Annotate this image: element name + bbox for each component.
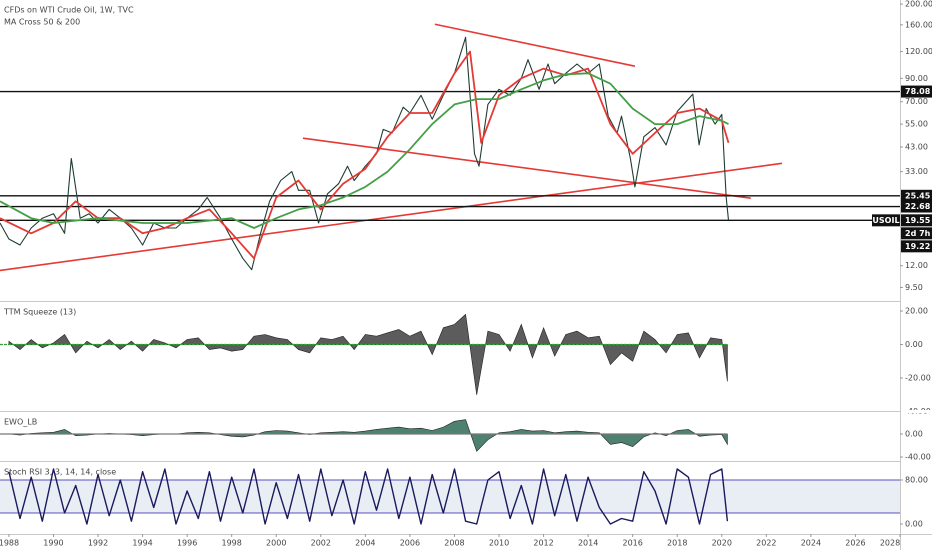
x-tick-label: 1996 xyxy=(177,539,197,548)
price-axis: 80.00 0.00 xyxy=(900,475,928,528)
price-line xyxy=(0,36,730,271)
price-label-box xyxy=(901,214,932,227)
price-label: 25.45 xyxy=(905,191,931,200)
price-label-box xyxy=(901,85,932,98)
x-tick-label: 2016 xyxy=(622,539,642,548)
y-tick-label: 0.00 xyxy=(905,429,923,438)
x-tick-label: 1990 xyxy=(43,539,63,548)
y-tick-label: 70.00 xyxy=(905,97,928,106)
y-tick-label: -20.00 xyxy=(905,374,931,383)
panel xyxy=(0,313,728,395)
y-tick-label: 43.00 xyxy=(905,143,928,152)
price-label: 78.08 xyxy=(905,87,931,96)
y-tick-label: 55.00 xyxy=(905,120,928,129)
y-tick-label: 120.00 xyxy=(905,47,932,56)
y-tick-label: 200.00 xyxy=(905,0,932,9)
price-label: 22.68 xyxy=(905,202,931,211)
x-tick-label: 2028 xyxy=(880,539,900,548)
symbol-label: USOIL xyxy=(872,216,899,225)
indicator-title: TTM Squeeze (13) xyxy=(3,308,76,317)
y-tick-label: 0.00 xyxy=(905,519,923,528)
x-tick-label: 2026 xyxy=(845,539,865,548)
low-label: 19.22 xyxy=(905,242,930,251)
y-tick-label: 0.00 xyxy=(905,340,923,349)
x-tick-label: 2004 xyxy=(355,539,375,548)
stoch-line xyxy=(8,468,729,525)
x-tick-label: 2018 xyxy=(667,539,687,548)
chart-title: CFDs on WTI Crude Oil, 1W, TVC xyxy=(4,6,134,15)
x-tick-label: 2022 xyxy=(756,539,776,548)
x-tick-label: 2024 xyxy=(801,539,821,548)
y-tick-label: 80.00 xyxy=(905,475,928,484)
x-tick-label: 1992 xyxy=(88,539,108,548)
x-tick-label: 1988 xyxy=(0,539,19,548)
panel xyxy=(0,419,728,452)
y-tick-label: 33.00 xyxy=(905,167,928,176)
x-tick-label: 2020 xyxy=(712,539,732,548)
y-tick-label: 9.50 xyxy=(905,283,923,292)
panel xyxy=(0,23,900,272)
indicator-title: MA Cross 50 & 200 xyxy=(4,18,80,27)
countdown-box xyxy=(901,227,932,240)
y-tick-label: -40.00 xyxy=(905,407,931,416)
y-tick-label: 12.00 xyxy=(905,261,928,270)
oscillator-area xyxy=(8,419,728,452)
trend-line xyxy=(434,23,636,67)
x-tick-label: 2006 xyxy=(400,539,420,548)
price-label-box xyxy=(901,200,932,213)
x-tick-label: 2000 xyxy=(266,539,286,548)
symbol-box xyxy=(872,214,900,227)
y-tick-label: 40.00 xyxy=(905,406,928,415)
oscillator-area xyxy=(8,313,728,395)
x-tick-label: 1998 xyxy=(222,539,242,548)
panel xyxy=(0,468,900,525)
y-tick-label: 20.00 xyxy=(905,307,928,316)
price-axis: 200.00 160.00 120.00 90.00 70.00 55.00 43.00 33… xyxy=(900,0,932,292)
y-tick-label: 90.00 xyxy=(905,74,928,83)
x-tick-label: 2010 xyxy=(489,539,509,548)
y-tick-label: -40.00 xyxy=(905,453,931,462)
indicator-title: Stoch RSI 3, 3, 14, 14, close xyxy=(4,468,116,477)
countdown-label: 2d 7h xyxy=(905,229,931,238)
trend-line xyxy=(0,162,783,272)
price-axis: 20.00 0.00 -20.00 -40.00 xyxy=(900,307,931,416)
x-tick-label: 1994 xyxy=(132,539,152,548)
price-axis: 40.00 0.00 -40.00 xyxy=(900,406,931,462)
x-tick-label: 2008 xyxy=(444,539,464,548)
moving-average xyxy=(0,72,729,229)
price-label: 19.55 xyxy=(905,216,931,225)
x-tick-label: 2014 xyxy=(578,539,598,548)
indicator-title: EWO_LB xyxy=(4,418,37,427)
price-label-box xyxy=(901,189,932,202)
low-label-box xyxy=(901,240,932,253)
x-tick-label: 2012 xyxy=(533,539,553,548)
y-tick-label: 160.00 xyxy=(905,20,932,29)
x-tick-label: 2002 xyxy=(311,539,331,548)
moving-average xyxy=(0,50,730,260)
